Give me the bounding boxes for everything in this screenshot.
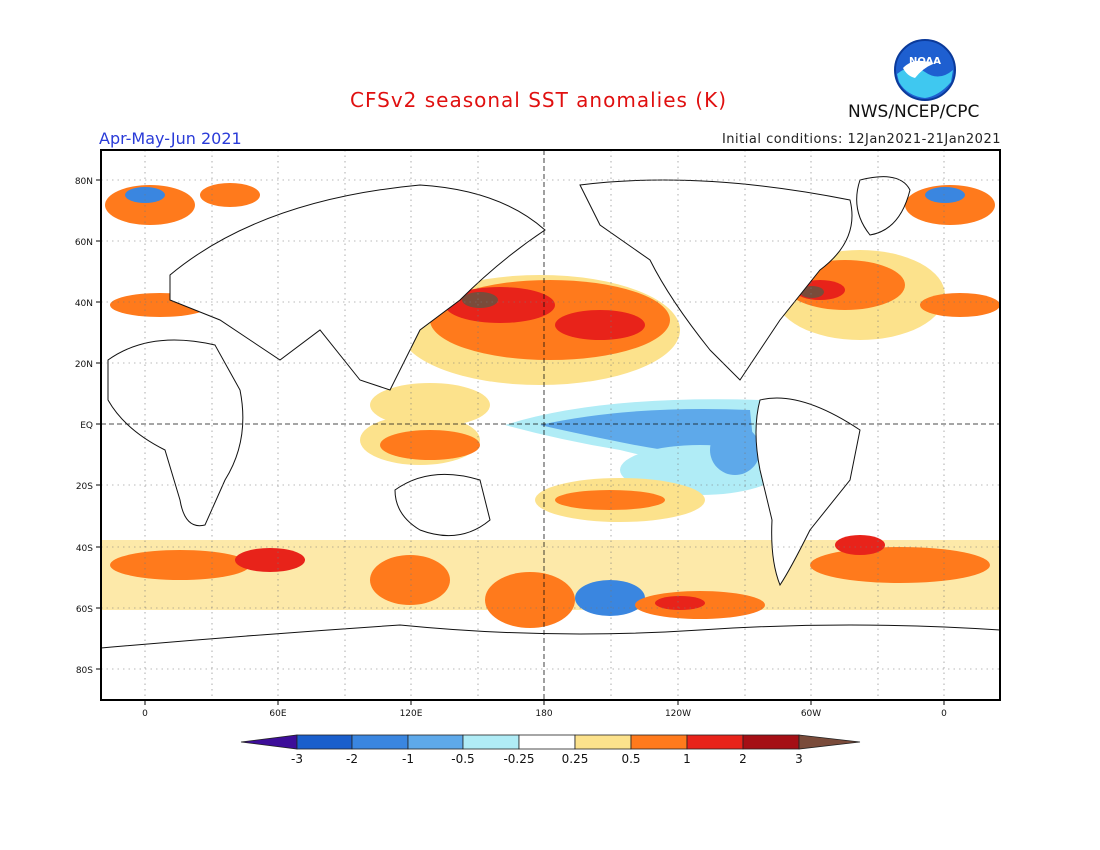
colorbar-tick: -1 xyxy=(402,752,414,766)
greenland-outline xyxy=(856,176,911,236)
forecast-period: Apr-May-Jun 2021 xyxy=(99,129,242,148)
lat-label: 20S xyxy=(76,482,93,492)
colorbar-tick: -0.25 xyxy=(503,752,534,766)
north-america-outline xyxy=(579,179,853,381)
australia-outline xyxy=(394,473,491,537)
lat-label: 20N xyxy=(75,360,93,370)
lon-label: 0 xyxy=(142,709,148,719)
eurasia-outline xyxy=(169,184,546,391)
colorbar-segment xyxy=(742,734,800,750)
colorbar xyxy=(240,734,861,750)
lat-label: 40S xyxy=(76,544,93,554)
lat-label: 60S xyxy=(76,605,93,615)
lat-ticks xyxy=(96,179,101,670)
lon-label: 120W xyxy=(665,709,691,719)
colorbar-tick: 1 xyxy=(683,752,691,766)
lon-label: 120E xyxy=(400,709,423,719)
lon-ticks xyxy=(144,700,945,705)
map-frame xyxy=(100,149,1001,701)
noaa-logo-icon: NOAA xyxy=(894,39,956,101)
colorbar-tick: 3 xyxy=(795,752,803,766)
reference-lines xyxy=(101,150,1000,700)
lon-label: 180 xyxy=(535,709,552,719)
south-america-outline xyxy=(755,397,861,587)
map-title: CFSv2 seasonal SST anomalies (K) xyxy=(350,88,727,112)
colorbar-segment xyxy=(351,734,409,750)
lat-label: EQ xyxy=(80,421,93,431)
lon-label: 60W xyxy=(801,709,821,719)
africa-outline xyxy=(107,339,244,527)
lon-label: 60E xyxy=(269,709,286,719)
colorbar-high-arrow xyxy=(798,734,861,750)
agency-label: NWS/NCEP/CPC xyxy=(848,102,980,122)
colorbar-tick: 0.5 xyxy=(621,752,640,766)
lon-labels: 0 60E 120E 180 120W 60W 0 xyxy=(142,709,947,719)
colorbar-tick: 0.25 xyxy=(562,752,589,766)
antarctica-outline xyxy=(100,624,1001,701)
colorbar-segment xyxy=(686,734,744,750)
noaa-logo-text: NOAA xyxy=(909,56,941,67)
colorbar-low-arrow xyxy=(240,734,298,750)
lat-label: 40N xyxy=(75,299,93,309)
colorbar-tick: 2 xyxy=(739,752,747,766)
colorbar-tick: -2 xyxy=(346,752,358,766)
colorbar-segment xyxy=(630,734,688,750)
colorbar-tick: -0.5 xyxy=(451,752,474,766)
colorbar-segment xyxy=(574,734,632,750)
colorbar-tick: -3 xyxy=(291,752,303,766)
colorbar-segment xyxy=(296,734,353,750)
lat-label: 80S xyxy=(76,666,93,676)
gridlines xyxy=(101,150,1000,700)
colorbar-segment xyxy=(462,734,520,750)
colorbar-segment xyxy=(518,734,576,750)
lat-label: 60N xyxy=(75,238,93,248)
initial-conditions: Initial conditions: 12Jan2021-21Jan2021 xyxy=(721,132,1001,147)
colorbar-labels: -3 -2 -1 -0.5 -0.25 0.25 0.5 1 2 3 xyxy=(291,752,803,766)
colorbar-segment xyxy=(407,734,464,750)
anomaly-fields xyxy=(101,183,1000,628)
lon-label: 0 xyxy=(941,709,947,719)
lat-label: 80N xyxy=(75,177,93,187)
lat-labels: 80N 60N 40N 20N EQ 20S 40S 60S 80S xyxy=(75,177,93,676)
continent-outlines xyxy=(100,176,1001,701)
